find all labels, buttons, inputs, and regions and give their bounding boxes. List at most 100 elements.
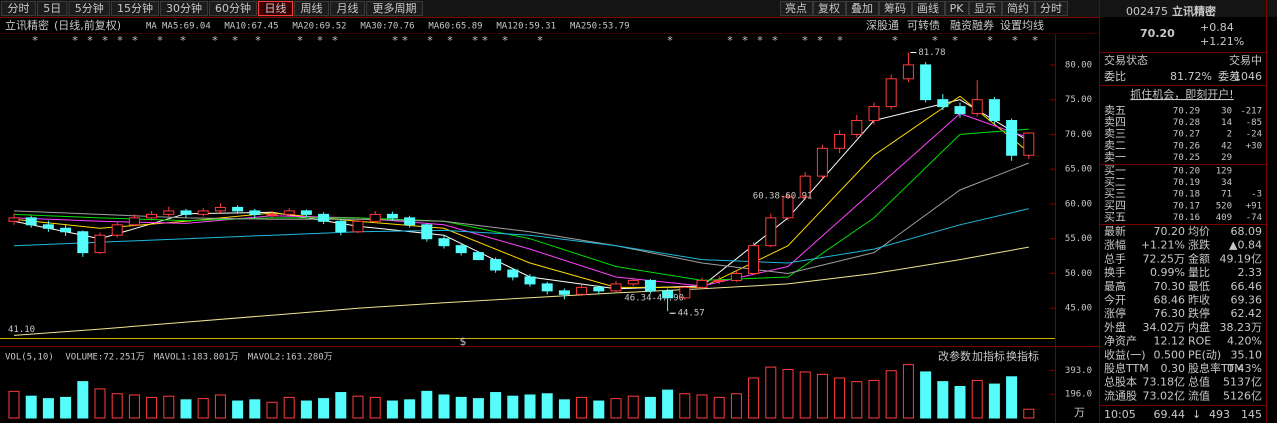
candle-body — [25, 217, 37, 226]
annotation: 44.57 — [678, 309, 705, 319]
annotation: 41.10 — [8, 325, 35, 335]
tool-bg[interactable] — [813, 1, 846, 16]
chart-link[interactable]: 融资融券 — [950, 18, 994, 32]
tool-button[interactable]: PK — [950, 2, 965, 15]
candle-body — [1006, 120, 1018, 156]
tab-bg[interactable] — [1, 1, 36, 16]
tab[interactable]: 15分钟 — [117, 1, 153, 15]
book-size: 71 — [1221, 190, 1232, 200]
volume-bar — [163, 395, 175, 419]
candle-body — [421, 224, 433, 240]
stat-value: 72.25万 — [1143, 252, 1186, 265]
tab-bg[interactable] — [294, 1, 329, 16]
stat-label: 内盘 — [1188, 320, 1210, 334]
tool-button[interactable]: 筹码 — [884, 1, 906, 15]
volume-bar — [283, 396, 295, 419]
candle-body — [593, 286, 605, 292]
chart-link[interactable]: 设置均线 — [1000, 18, 1044, 32]
tool-button[interactable]: 简约 — [1007, 1, 1029, 15]
tab-bg[interactable] — [37, 1, 68, 16]
event-marker: * — [537, 34, 543, 47]
tab[interactable]: 分时 — [8, 2, 30, 15]
ma-legend: MA30:70.76 — [360, 22, 414, 32]
volume-link[interactable]: 改参数 — [938, 349, 971, 363]
book-price: 70.17 — [1173, 201, 1200, 211]
tool-bg[interactable] — [969, 1, 1002, 16]
stat-value: ▲0.84 — [1229, 239, 1262, 252]
tool-bg[interactable] — [1002, 1, 1035, 16]
volume-bar — [885, 370, 897, 419]
volume-bar — [696, 394, 708, 419]
volume-bar — [558, 399, 570, 419]
tab[interactable]: 5分钟 — [75, 1, 104, 15]
book-price: 70.25 — [1173, 153, 1200, 163]
tool-bg[interactable] — [879, 1, 912, 16]
y-tick-label: 50.00 — [1065, 269, 1092, 279]
chart-link[interactable]: 可转债 — [907, 18, 940, 32]
ma-legend: MA250:53.79 — [570, 22, 630, 32]
candle-body — [42, 224, 54, 229]
chart-link[interactable]: 深股通 — [866, 19, 899, 32]
candle-body — [77, 231, 89, 254]
candle-body — [834, 133, 846, 149]
tab-bg[interactable] — [209, 1, 257, 16]
tab[interactable]: 30分钟 — [166, 1, 202, 15]
tab[interactable]: 周线 — [301, 1, 323, 15]
stat-value: 62.42 — [1231, 307, 1263, 320]
volume-bar — [713, 396, 725, 419]
tab[interactable]: 日线 — [265, 1, 287, 15]
candle-body — [954, 106, 966, 115]
volume-bar — [197, 398, 209, 419]
volume-link[interactable]: 加指标 — [972, 349, 1005, 363]
tool-button[interactable]: 分时 — [1040, 2, 1062, 15]
volume-link[interactable]: 换指标 — [1006, 349, 1039, 363]
tool-bg[interactable] — [945, 1, 969, 16]
tab[interactable]: 更多周期 — [373, 1, 417, 15]
ma-line — [13, 95, 1030, 288]
stat-label: 量比 — [1188, 266, 1210, 279]
volume-bar — [1023, 408, 1035, 419]
tool-bg[interactable] — [846, 1, 879, 16]
candle-body — [576, 286, 588, 295]
stat-label: 流通股 — [1104, 388, 1137, 402]
volume-bar — [610, 398, 622, 419]
stat-label: 涨幅 — [1104, 239, 1126, 252]
tab[interactable]: 5日 — [43, 2, 61, 15]
tab-bg[interactable] — [330, 1, 365, 16]
book-label: 卖五 — [1104, 104, 1126, 117]
tool-bg[interactable] — [1035, 1, 1068, 16]
candle-body — [94, 234, 106, 254]
volume-bar — [472, 398, 484, 419]
tab[interactable]: 月线 — [337, 1, 359, 15]
event-marker: * — [117, 34, 123, 47]
volume-bar — [214, 394, 226, 419]
candle-body — [404, 217, 416, 226]
candle-body — [438, 238, 450, 247]
tab-bg[interactable] — [160, 1, 208, 16]
y-tick-label: 70.00 — [1065, 130, 1092, 140]
tab-bg[interactable] — [366, 1, 423, 16]
tool-bg[interactable] — [780, 1, 813, 16]
candle-body — [558, 290, 570, 295]
tab-bg[interactable] — [258, 1, 293, 16]
tab-bg[interactable] — [68, 1, 110, 16]
tool-bg[interactable] — [912, 1, 945, 16]
tool-button[interactable]: 显示 — [974, 2, 996, 15]
volume-bar — [902, 364, 914, 419]
tool-button[interactable]: 亮点 — [785, 1, 807, 15]
tab-bg[interactable] — [111, 1, 159, 16]
tab[interactable]: 60分钟 — [215, 1, 251, 15]
banner[interactable]: 抓住机会，即刻开户! — [1130, 87, 1233, 101]
tool-button[interactable]: 复权 — [818, 1, 840, 15]
label: 委比 — [1104, 70, 1126, 83]
book-label: 买五 — [1104, 210, 1126, 223]
tool-button[interactable]: 画线 — [917, 1, 939, 15]
stat-value: 12.12 — [1154, 335, 1186, 348]
volume-bar — [146, 396, 158, 419]
ma-line — [13, 162, 1029, 275]
ma-legend: MA60:65.89 — [428, 22, 482, 32]
volume-bar — [352, 395, 364, 419]
event-marker: * — [742, 34, 748, 47]
tool-button[interactable]: 叠加 — [851, 2, 873, 15]
